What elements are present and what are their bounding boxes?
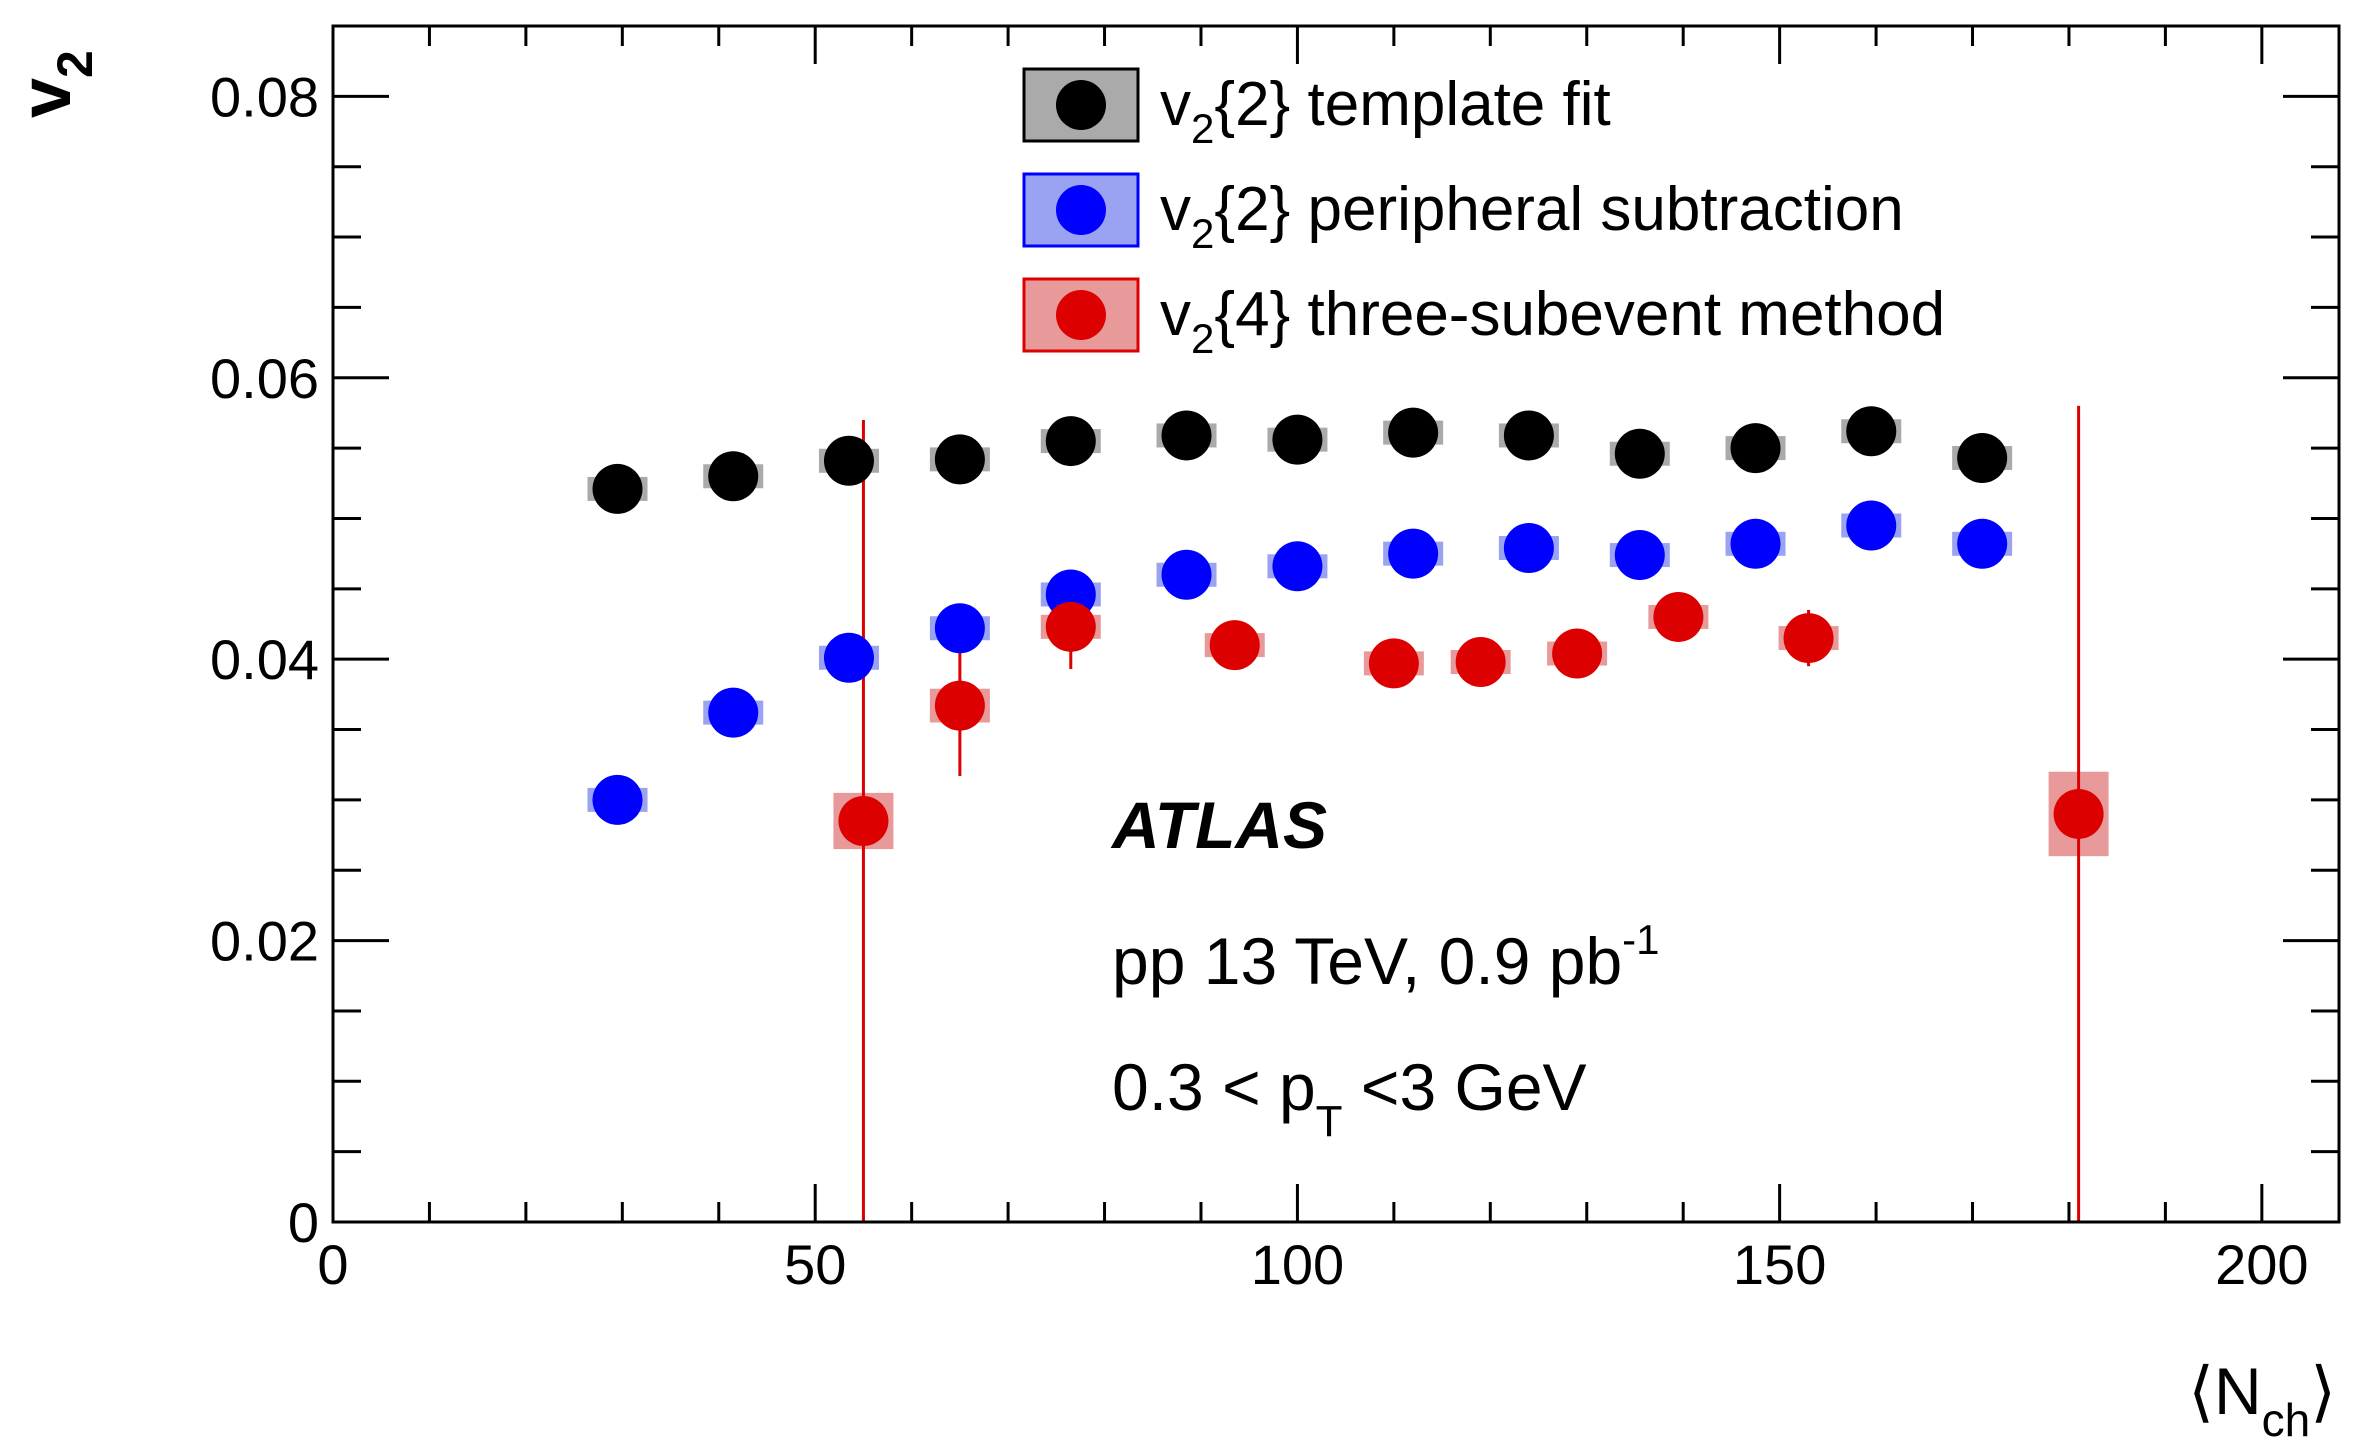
data-point (1614, 428, 1665, 479)
legend-label-rest: {2} peripheral subtraction (1214, 175, 1903, 244)
pt-range-sub: T (1316, 1097, 1343, 1146)
data-point (1368, 638, 1419, 689)
pt-range-before: 0.3 < p (1112, 1050, 1316, 1124)
legend-label: v2{2} peripheral subtraction (1160, 175, 1904, 257)
data-point (592, 463, 643, 514)
data-point (2053, 788, 2104, 839)
data-point (1783, 613, 1834, 664)
x-tick-label: 100 (1251, 1233, 1344, 1296)
x-tick-label: 0 (317, 1233, 348, 1296)
x-tick-label: 200 (2215, 1233, 2308, 1296)
data-point (1161, 410, 1212, 461)
data-point (1455, 636, 1506, 687)
data-point (1503, 410, 1554, 461)
data-point (1957, 432, 2008, 483)
x-axis-label: ⟨Nch⟩ (2188, 1354, 2336, 1441)
data-point (1552, 628, 1603, 679)
data-point (1846, 406, 1897, 457)
y-tick-label: 0.04 (210, 628, 319, 691)
pt-range-after: <3 GeV (1343, 1050, 1587, 1124)
data-point (1503, 523, 1554, 574)
dataset-label: pp 13 TeV, 0.9 pb-1 (1112, 916, 1660, 998)
data-point (708, 687, 759, 738)
data-point (1272, 541, 1323, 592)
data-point (934, 603, 985, 654)
data-point (1209, 620, 1260, 671)
data-point (1272, 414, 1323, 465)
plot-frame (331, 24, 2341, 1224)
legend-label-main: v (1160, 280, 1191, 349)
data-points (592, 406, 2104, 846)
x-tick-label: 150 (1733, 1233, 1826, 1296)
legend-marker (1056, 80, 1106, 130)
data-point (1045, 601, 1096, 652)
x-axis-label-open: ⟨N (2188, 1354, 2261, 1428)
atlas-label: ATLAS (1110, 788, 1327, 862)
legend-label-sub: 2 (1191, 210, 1214, 257)
dataset-label-main: pp 13 TeV, 0.9 pb (1112, 924, 1622, 998)
x-axis-label-sub: ch (2262, 1394, 2311, 1441)
y-tick-label: 0.06 (210, 347, 319, 410)
data-point (934, 434, 985, 485)
y-tick-label: 0.02 (210, 910, 319, 973)
data-point (823, 435, 874, 486)
axis-ticks: 0 50 100 150 200 0 0.02 0.04 0.06 0.08 (210, 26, 2339, 1296)
systematic-bands (587, 419, 2109, 857)
pt-range-label: 0.3 < pT <3 GeV (1112, 1050, 1587, 1146)
legend-label-rest: {4} three-subevent method (1214, 280, 1945, 349)
legend-label-main: v (1160, 175, 1191, 244)
data-point (1161, 549, 1212, 600)
data-point (1614, 530, 1665, 581)
data-point (708, 451, 759, 502)
data-point (838, 795, 889, 846)
data-point (1730, 423, 1781, 474)
data-point (1730, 518, 1781, 569)
dataset-label-sup: -1 (1622, 916, 1659, 963)
x-tick-label: 50 (784, 1233, 846, 1296)
legend-label: v2{2} template fit (1160, 70, 1611, 152)
y-axis-label-main: v (6, 78, 86, 118)
y-axis-label-sub: 2 (47, 50, 103, 78)
data-point (1957, 518, 2008, 569)
legend-label: v2{4} three-subevent method (1160, 280, 1945, 362)
data-point (592, 774, 643, 825)
data-point (934, 680, 985, 731)
y-tick-label: 0 (288, 1191, 319, 1254)
y-tick-label: 0.08 (210, 65, 319, 128)
data-point (1388, 528, 1439, 579)
legend-marker (1056, 290, 1106, 340)
x-axis-label-close: ⟩ (2310, 1354, 2336, 1428)
data-point (1388, 407, 1439, 458)
legend-label-main: v (1160, 70, 1191, 139)
legend-label-sub: 2 (1191, 315, 1214, 362)
legend-marker (1056, 185, 1106, 235)
legend-label-rest: {2} template fit (1214, 70, 1610, 139)
data-point (823, 632, 874, 683)
data-point (1045, 416, 1096, 467)
data-point (1653, 591, 1704, 642)
y-axis-label: v2 (6, 50, 103, 118)
legend-label-sub: 2 (1191, 105, 1214, 152)
data-point (1846, 500, 1897, 551)
